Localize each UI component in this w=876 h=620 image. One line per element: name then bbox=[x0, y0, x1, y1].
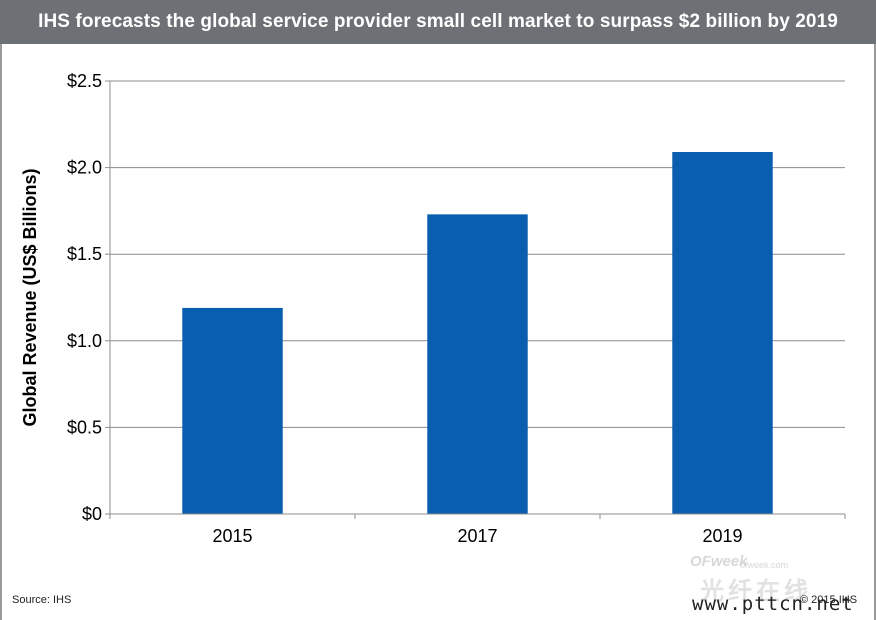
bars bbox=[182, 152, 773, 514]
y-tick-label: $2.5 bbox=[67, 71, 102, 91]
watermark-url: www.pttcn.net bbox=[692, 593, 854, 615]
y-tick-label: $2.0 bbox=[67, 158, 102, 178]
bar-2015 bbox=[182, 307, 283, 514]
y-tick-label: $0 bbox=[82, 504, 102, 524]
chart-title: IHS forecasts the global service provide… bbox=[0, 0, 876, 44]
y-tick-label: $1.0 bbox=[67, 331, 102, 351]
y-tick-label: $0.5 bbox=[67, 417, 102, 437]
axes: $0 $0.5 $1.0 $1.5 $2.0 $2.5 2015 2017 2019 bbox=[67, 71, 846, 546]
copyright-note: © 2015 IHS bbox=[800, 594, 858, 606]
watermark-chinese: 光纤在线 bbox=[700, 578, 812, 605]
bar-2019 bbox=[672, 152, 773, 514]
x-tick-label: 2015 bbox=[212, 526, 252, 546]
x-tick-label: 2017 bbox=[457, 526, 497, 546]
bar-2017 bbox=[427, 214, 528, 514]
chart-frame bbox=[0, 44, 876, 620]
y-tick-label: $1.5 bbox=[67, 244, 102, 264]
x-tick-label: 2019 bbox=[702, 526, 742, 546]
y-axis-label: Global Revenue (US$ Billions) bbox=[20, 168, 40, 426]
source-note: Source: IHS bbox=[12, 594, 72, 606]
watermark-subtext: ofweek.com bbox=[740, 560, 789, 570]
watermark-logo: OFweek bbox=[690, 553, 748, 570]
